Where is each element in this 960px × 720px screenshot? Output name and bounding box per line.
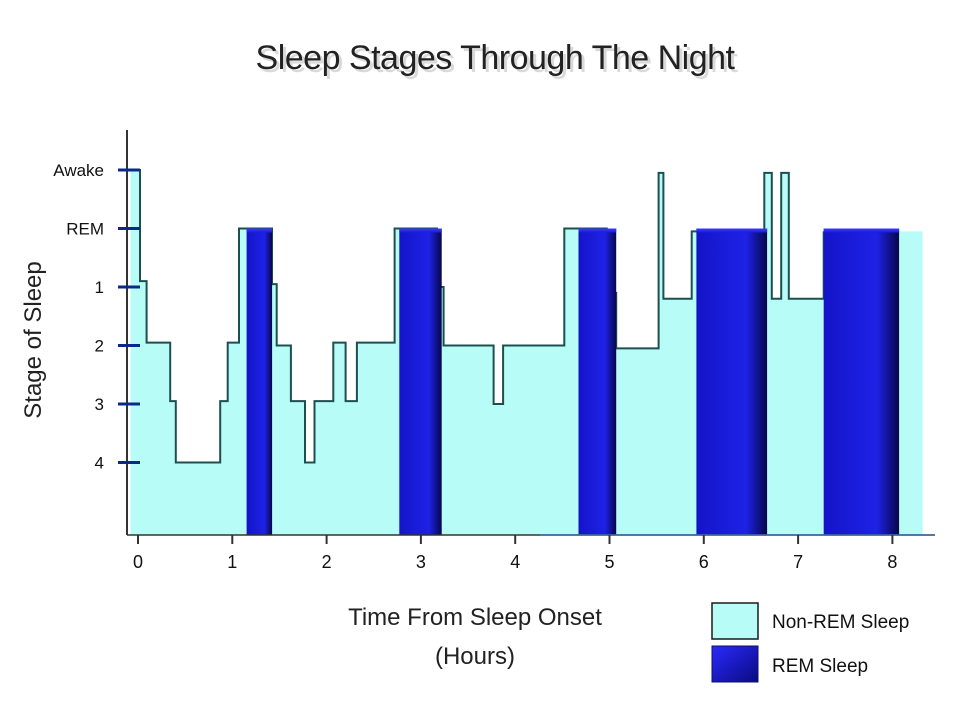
legend-label-rem: REM Sleep xyxy=(772,656,868,677)
y-tick-label-3: 3 xyxy=(95,395,104,414)
rem-bar-top-4 xyxy=(696,228,768,233)
legend-swatch-non-rem xyxy=(711,602,759,640)
x-tick-label-3: 3 xyxy=(416,552,426,572)
rem-bar-3 xyxy=(578,228,617,535)
rem-bar-1 xyxy=(246,228,273,535)
x-ticks: 0 1 2 3 4 5 6 7 8 xyxy=(133,535,897,572)
rem-bar-top-2 xyxy=(399,228,442,233)
rem-bar-5 xyxy=(823,228,900,535)
x-tick-label-7: 7 xyxy=(793,552,803,572)
x-axis-label-line1: Time From Sleep Onset xyxy=(348,604,602,631)
rem-layer xyxy=(246,228,900,535)
x-tick-label-8: 8 xyxy=(887,552,897,572)
chart-title-shadow: Sleep Stages Through The Night xyxy=(259,42,739,80)
rem-bar-4 xyxy=(696,228,768,535)
x-tick-label-6: 6 xyxy=(699,552,709,572)
legend: Non-REM Sleep REM Sleep xyxy=(711,602,909,683)
rem-bar-top-3 xyxy=(578,228,617,233)
y-tick-label-2: 2 xyxy=(95,337,104,356)
y-tick-label-4: 4 xyxy=(95,454,104,473)
y-axis-label: Stage of Sleep xyxy=(20,261,47,418)
y-tick-label-awake: Awake xyxy=(53,161,104,180)
x-tick-label-0: 0 xyxy=(133,552,143,572)
x-axis-label-line2: (Hours) xyxy=(435,643,515,670)
x-tick-label-4: 4 xyxy=(510,552,520,572)
x-tick-label-5: 5 xyxy=(604,552,614,572)
x-tick-label-1: 1 xyxy=(227,552,237,572)
y-ticks: Awake REM 1 2 3 4 xyxy=(53,161,140,473)
non-rem-outline xyxy=(130,169,825,464)
legend-label-non-rem: Non-REM Sleep xyxy=(772,612,909,633)
plot-area xyxy=(130,169,923,535)
rem-bar-2 xyxy=(399,228,442,535)
legend-swatch-rem xyxy=(711,645,759,683)
chart-title: Sleep Stages Through The Night xyxy=(256,39,736,77)
y-tick-label-1: 1 xyxy=(95,278,104,297)
rem-bar-top-5 xyxy=(823,228,900,233)
x-tick-label-2: 2 xyxy=(322,552,332,572)
y-tick-label-rem: REM xyxy=(66,220,104,239)
rem-bar-top-1 xyxy=(246,228,273,233)
